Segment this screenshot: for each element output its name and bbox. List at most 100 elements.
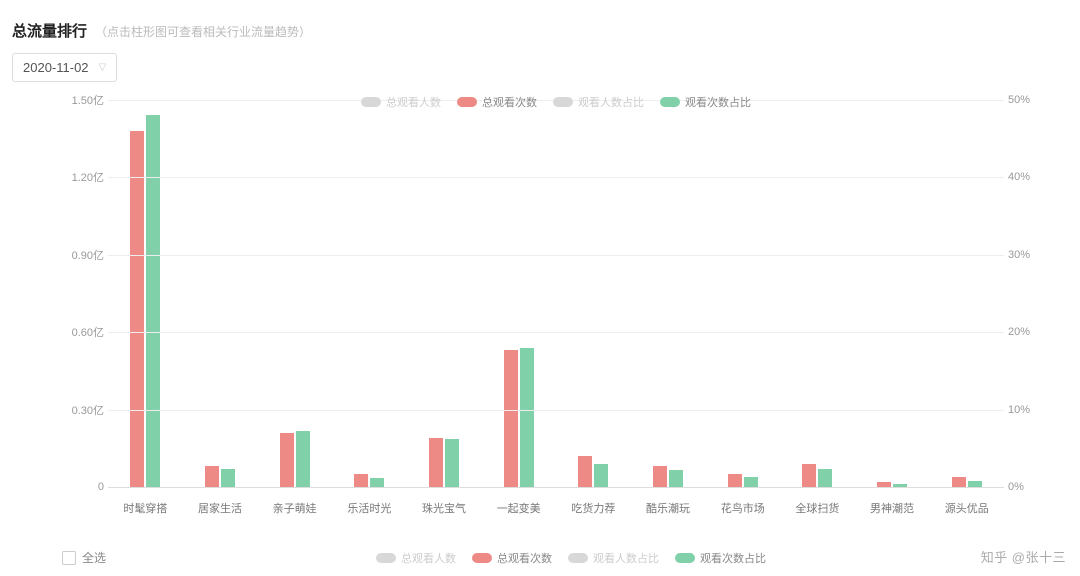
select-all-label: 全选 bbox=[82, 549, 106, 566]
bar[interactable] bbox=[952, 477, 966, 487]
page-title: 总流量排行 bbox=[12, 20, 87, 41]
date-value: 2020-11-02 bbox=[23, 60, 89, 75]
y-left-tick: 1.20亿 bbox=[54, 169, 104, 185]
category-group[interactable] bbox=[183, 100, 258, 487]
y-right-tick: 10% bbox=[1008, 404, 1046, 416]
x-tick-label: 花鸟市场 bbox=[705, 492, 780, 516]
bar[interactable] bbox=[968, 481, 982, 487]
bar[interactable] bbox=[520, 348, 534, 487]
y-right-tick: 30% bbox=[1008, 249, 1046, 261]
legend-item[interactable]: 总观看人数 bbox=[376, 550, 456, 566]
header: 总流量排行 （点击柱形图可查看相关行业流量趋势） bbox=[0, 0, 1080, 49]
gridline bbox=[108, 255, 1004, 256]
x-tick-label: 酷乐潮玩 bbox=[631, 492, 706, 516]
category-group[interactable] bbox=[929, 100, 1004, 487]
legend-swatch bbox=[361, 97, 381, 107]
bar[interactable] bbox=[445, 439, 459, 487]
category-group[interactable] bbox=[332, 100, 407, 487]
x-tick-label: 源头优品 bbox=[929, 492, 1004, 516]
footer: 全选 总观看人数 总观看次数 观看人数占比 观看次数占比 bbox=[62, 549, 1080, 566]
checkbox-icon bbox=[62, 551, 76, 565]
legend-label: 观看次数占比 bbox=[685, 94, 751, 110]
legend-label: 观看人数占比 bbox=[578, 94, 644, 110]
legend-label: 总观看次数 bbox=[497, 550, 552, 566]
bar[interactable] bbox=[221, 469, 235, 487]
legend-swatch bbox=[376, 553, 396, 563]
bar[interactable] bbox=[728, 474, 742, 487]
legend-swatch bbox=[675, 553, 695, 563]
bar[interactable] bbox=[280, 433, 294, 487]
legend-swatch bbox=[472, 553, 492, 563]
legend-item[interactable]: 总观看次数 bbox=[457, 94, 537, 110]
bars-container bbox=[108, 100, 1004, 487]
legend-item[interactable]: 观看次数占比 bbox=[660, 94, 751, 110]
bar[interactable] bbox=[146, 115, 160, 487]
bar[interactable] bbox=[669, 470, 683, 487]
legend-top: 总观看人数 总观看次数 观看人数占比 观看次数占比 bbox=[361, 94, 751, 110]
category-group[interactable] bbox=[481, 100, 556, 487]
page-subtitle: （点击柱形图可查看相关行业流量趋势） bbox=[95, 23, 311, 40]
bar[interactable] bbox=[370, 478, 384, 487]
legend-swatch bbox=[457, 97, 477, 107]
x-tick-label: 乐活时光 bbox=[332, 492, 407, 516]
legend-label: 总观看人数 bbox=[401, 550, 456, 566]
category-group[interactable] bbox=[631, 100, 706, 487]
legend-item[interactable]: 总观看人数 bbox=[361, 94, 441, 110]
plot-area: 00%0.30亿10%0.60亿20%0.90亿30%1.20亿40%1.50亿… bbox=[108, 100, 1004, 488]
bar[interactable] bbox=[744, 477, 758, 487]
bar[interactable] bbox=[130, 131, 144, 487]
bar[interactable] bbox=[893, 484, 907, 487]
y-left-tick: 0.30亿 bbox=[54, 402, 104, 418]
chart: 总观看人数总观看次数观看人数占比观看次数占比 00%0.30亿10%0.60亿2… bbox=[62, 100, 1050, 516]
legend-bottom: 总观看人数 总观看次数 观看人数占比 观看次数占比 bbox=[376, 550, 766, 566]
bar[interactable] bbox=[578, 456, 592, 487]
bar[interactable] bbox=[594, 464, 608, 487]
bar[interactable] bbox=[877, 482, 891, 487]
legend-swatch bbox=[568, 553, 588, 563]
y-left-tick: 0 bbox=[54, 481, 104, 493]
category-group[interactable] bbox=[705, 100, 780, 487]
date-picker[interactable]: 2020-11-02 ▽ bbox=[12, 53, 117, 82]
chevron-down-icon: ▽ bbox=[99, 62, 107, 73]
bar[interactable] bbox=[296, 431, 310, 487]
x-tick-label: 亲子萌娃 bbox=[257, 492, 332, 516]
legend-label: 观看次数占比 bbox=[700, 550, 766, 566]
y-left-tick: 0.90亿 bbox=[54, 247, 104, 263]
y-left-tick: 0.60亿 bbox=[54, 324, 104, 340]
bar[interactable] bbox=[802, 464, 816, 487]
bar[interactable] bbox=[504, 350, 518, 487]
bar[interactable] bbox=[205, 466, 219, 487]
legend-label: 总观看人数 bbox=[386, 94, 441, 110]
y-right-tick: 20% bbox=[1008, 326, 1046, 338]
bar[interactable] bbox=[354, 474, 368, 487]
category-group[interactable] bbox=[108, 100, 183, 487]
legend-item[interactable]: 观看人数占比 bbox=[553, 94, 644, 110]
category-group[interactable] bbox=[780, 100, 855, 487]
select-all[interactable]: 全选 bbox=[62, 549, 106, 566]
category-group[interactable] bbox=[407, 100, 482, 487]
legend-item[interactable]: 总观看次数 bbox=[472, 550, 552, 566]
bar[interactable] bbox=[429, 438, 443, 487]
x-axis-labels: 时髦穿搭居家生活亲子萌娃乐活时光珠光宝气一起变美吃货力荐酷乐潮玩花鸟市场全球扫货… bbox=[108, 492, 1004, 516]
y-right-tick: 50% bbox=[1008, 94, 1046, 106]
legend-label: 总观看次数 bbox=[482, 94, 537, 110]
legend-item[interactable]: 观看人数占比 bbox=[568, 550, 659, 566]
category-group[interactable] bbox=[855, 100, 930, 487]
x-tick-label: 全球扫货 bbox=[780, 492, 855, 516]
y-right-tick: 0% bbox=[1008, 481, 1046, 493]
bar[interactable] bbox=[818, 469, 832, 487]
legend-swatch bbox=[660, 97, 680, 107]
x-tick-label: 男神潮范 bbox=[855, 492, 930, 516]
x-tick-label: 珠光宝气 bbox=[407, 492, 482, 516]
legend-swatch bbox=[553, 97, 573, 107]
x-tick-label: 居家生活 bbox=[183, 492, 258, 516]
legend-label: 观看人数占比 bbox=[593, 550, 659, 566]
legend-item[interactable]: 观看次数占比 bbox=[675, 550, 766, 566]
bar[interactable] bbox=[653, 466, 667, 487]
y-right-tick: 40% bbox=[1008, 171, 1046, 183]
x-tick-label: 吃货力荐 bbox=[556, 492, 631, 516]
category-group[interactable] bbox=[257, 100, 332, 487]
gridline bbox=[108, 410, 1004, 411]
category-group[interactable] bbox=[556, 100, 631, 487]
gridline bbox=[108, 332, 1004, 333]
